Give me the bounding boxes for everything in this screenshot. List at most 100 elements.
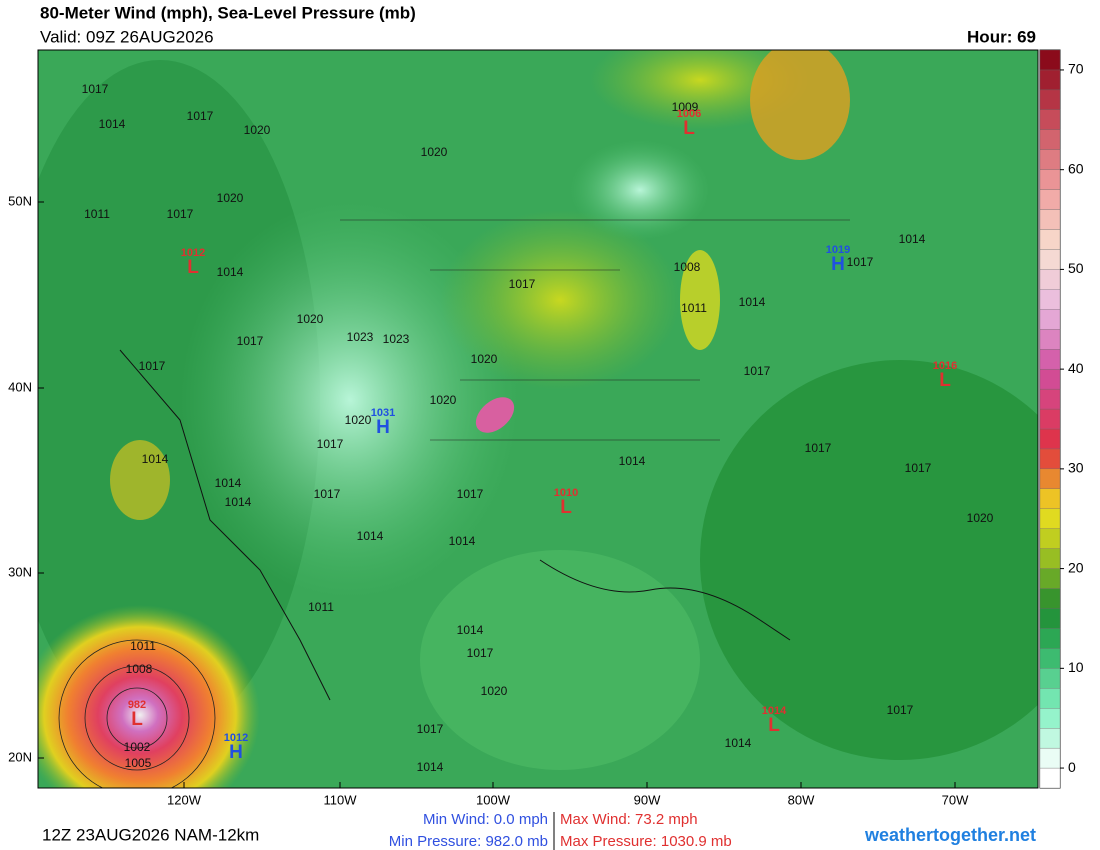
colorbar-band <box>1039 169 1061 190</box>
isobar-label: 1017 <box>457 487 484 501</box>
colorbar-band <box>1039 129 1061 150</box>
isobar-label: 1014 <box>357 529 384 543</box>
isobar-label: 1005 <box>125 756 152 770</box>
center-letter: L <box>683 118 695 139</box>
isobar-label: 1014 <box>217 265 244 279</box>
colorbar-band <box>1039 688 1061 709</box>
lon-label: 90W <box>634 792 661 807</box>
colorbar-band <box>1039 149 1061 170</box>
center-pressure: 1006 <box>677 108 701 120</box>
lon-label: 100W <box>476 792 511 807</box>
isobar-label: 1014 <box>739 295 766 309</box>
min-pressure: Min Pressure: 982.0 mb <box>389 833 548 850</box>
isobar-label: 1014 <box>449 534 476 548</box>
isobar-label: 1020 <box>345 413 372 427</box>
colorbar-label: 30 <box>1068 460 1084 476</box>
colorbar-band <box>1039 708 1061 729</box>
center-pressure: 1031 <box>371 407 395 419</box>
isobar-label: 1008 <box>674 260 701 274</box>
isobar-label: 1009 <box>672 100 699 114</box>
isobar-label: 1020 <box>297 312 324 326</box>
isobar-label: 1014 <box>225 495 252 509</box>
isobar-label: 1014 <box>215 476 242 490</box>
lon-label: 70W <box>942 792 969 807</box>
center-letter: L <box>939 370 951 391</box>
wind-field <box>38 50 1038 788</box>
isobar-label: 1014 <box>417 760 444 774</box>
max-pressure: Max Pressure: 1030.9 mb <box>560 833 732 850</box>
colorbar-label: 20 <box>1068 559 1084 575</box>
lon-label: 110W <box>324 792 358 807</box>
colorbar-band <box>1039 468 1061 489</box>
lon-label: 80W <box>788 792 815 807</box>
center-pressure: 1010 <box>554 487 578 499</box>
colorbar-band <box>1039 628 1061 649</box>
forecast-hour: Hour: 69 <box>967 27 1036 46</box>
colorbar-band <box>1039 368 1061 390</box>
colorbar-band <box>1039 109 1061 130</box>
title: 80-Meter Wind (mph), Sea-Level Pressure … <box>40 3 416 22</box>
center-pressure: 1016 <box>933 360 957 372</box>
colorbar-band <box>1039 69 1061 91</box>
colorbar-band <box>1039 588 1061 609</box>
colorbar-band <box>1039 189 1061 210</box>
colorbar-label: 70 <box>1068 61 1084 77</box>
isobar-label: 1017 <box>847 255 874 269</box>
colorbar-label: 60 <box>1068 160 1084 176</box>
center-letter: H <box>831 254 845 275</box>
colorbar-band <box>1039 229 1061 250</box>
colorbar-band <box>1039 747 1061 769</box>
isobar-label: 1011 <box>681 301 707 315</box>
colorbar-band <box>1039 728 1061 749</box>
map-frame <box>37 49 1039 789</box>
colorbar-band <box>1039 388 1061 410</box>
isobar-label: 1020 <box>471 352 498 366</box>
colorbar-band <box>1039 349 1061 370</box>
lat-label: 30N <box>8 564 32 579</box>
colorbar-label: 40 <box>1068 360 1084 376</box>
isobar-label: 1014 <box>457 623 484 637</box>
isobar-label: 1017 <box>187 109 214 123</box>
colorbar-label: 50 <box>1068 260 1084 276</box>
isobar-label: 1014 <box>619 454 646 468</box>
center-letter: H <box>376 417 390 438</box>
center-pressure: 1014 <box>762 705 787 717</box>
isobar-label: 1017 <box>139 359 166 373</box>
isobar-label: 1017 <box>467 646 494 660</box>
colorbar-band <box>1039 209 1061 230</box>
isobar-label: 1011 <box>308 600 334 614</box>
lat-label: 50N <box>8 193 32 208</box>
lon-label: 120W <box>167 792 202 807</box>
isobar-label: 1020 <box>244 123 271 137</box>
center-letter: H <box>229 742 243 763</box>
center-letter: L <box>187 257 199 278</box>
colorbar-band <box>1039 528 1061 549</box>
colorbar-label: 10 <box>1068 659 1084 675</box>
colorbar-label: 0 <box>1068 759 1076 775</box>
center-letter: L <box>768 715 780 736</box>
isobar-label: 1017 <box>314 487 341 501</box>
isobar-label: 1020 <box>217 191 244 205</box>
colorbar-band <box>1039 309 1061 330</box>
colorbar-band <box>1039 89 1061 110</box>
isobar-label: 1020 <box>967 511 994 525</box>
isobar-label: 1023 <box>383 332 410 346</box>
isobar-label: 1002 <box>124 740 151 754</box>
isobar-label: 1020 <box>421 145 448 159</box>
isobar-label: 1017 <box>167 207 194 221</box>
colorbar-band <box>1039 428 1061 450</box>
isobar-label: 1014 <box>725 736 752 750</box>
colorbar-band <box>1039 548 1061 569</box>
center-pressure: 1012 <box>181 247 205 259</box>
valid-time: Valid: 09Z 26AUG2026 <box>40 27 214 46</box>
isobar-label: 1014 <box>142 452 169 466</box>
colorbar-band <box>1039 269 1061 290</box>
isobar-label: 1017 <box>805 441 832 455</box>
isobar-label: 1020 <box>481 684 508 698</box>
lat-label: 20N <box>8 749 32 764</box>
site-name: weathertogether.net <box>864 825 1036 845</box>
center-letter: L <box>131 709 143 730</box>
colorbar-band <box>1039 488 1061 509</box>
isobar-label: 1020 <box>430 393 457 407</box>
